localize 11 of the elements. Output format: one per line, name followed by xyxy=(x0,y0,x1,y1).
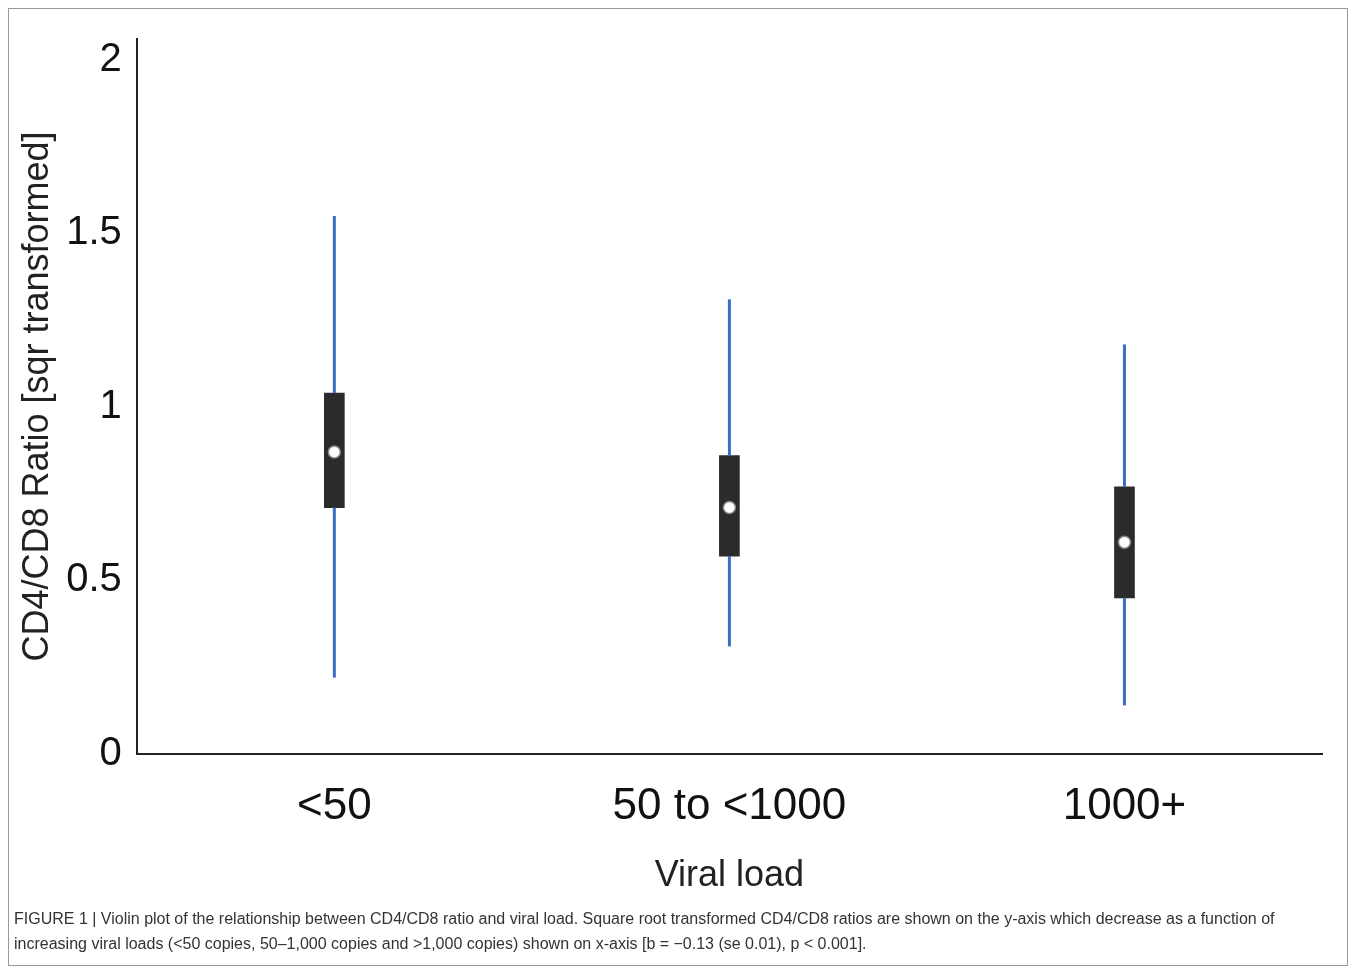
x-axis-title: Viral load xyxy=(654,853,805,895)
y-axis-title: CD4/CD8 Ratio [sqr transformed] xyxy=(14,131,56,662)
caption: FIGURE 1 | Violin plot of the relationship between CD4/CD8 ratio and viral load. Square root transformed CD4/CD8 ratios are shown on the y-axis which decrease as a function of increasing viral loads (<50 copies, 50–1,000 copies and >1,000 copies) shown on x-axis [b = −0.13 (se 0.01), p < 0.001]. xyxy=(14,909,1276,954)
x-tick-label: 50 to <1000 xyxy=(612,778,847,828)
x-tick-label: <50 xyxy=(297,778,372,828)
y-tick-label: 1.5 xyxy=(66,208,122,253)
y-tick-label: 0.5 xyxy=(66,555,122,600)
x-tick-label: 1000+ xyxy=(1062,778,1187,828)
y-tick-label: 1 xyxy=(99,381,122,426)
y-tick-label: 2 xyxy=(99,34,122,79)
y-tick-label: 0 xyxy=(99,729,122,774)
